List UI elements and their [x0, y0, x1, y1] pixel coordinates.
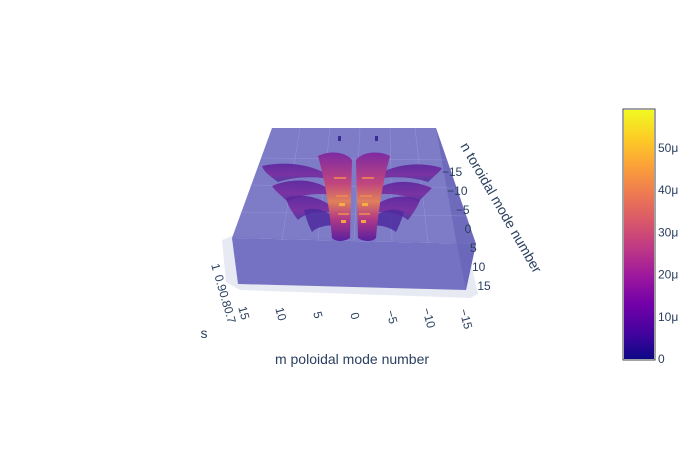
volume-front-face	[232, 238, 476, 290]
colorbar-tick-label: 40μ	[658, 183, 678, 197]
colorbar: 0 10μ 20μ 30μ 40μ 50μ	[622, 108, 678, 366]
fin-right-mid	[368, 181, 432, 202]
y-tick-label: 5	[470, 241, 477, 255]
y-tick-label: 10	[472, 260, 486, 274]
core-right	[356, 152, 390, 241]
fin-right-inner	[364, 209, 404, 232]
scene-box	[222, 127, 478, 298]
x-axis-title: m poloidal mode number	[275, 351, 429, 367]
core-highlights	[334, 177, 374, 215]
y-tick-label: 15	[477, 279, 491, 293]
y-axis-ticks: −15 −10 −5 0 5 10 15	[442, 165, 491, 293]
y-tick-label: −10	[447, 184, 468, 198]
x-tick-label: −5	[383, 309, 400, 326]
colorbar-outline	[622, 108, 656, 361]
top-marker-left	[338, 136, 341, 141]
colorbar-gradient	[624, 110, 654, 359]
z-axis-ticks: 10.90.80.7	[208, 262, 239, 325]
colorbar-ticks: 0 10μ 20μ 30μ 40μ 50μ	[658, 141, 678, 366]
x-tick-label: −10	[419, 306, 438, 330]
core-hot-spots	[339, 203, 368, 223]
colorbar-tick-label: 0	[658, 352, 665, 366]
fin-left-inner	[304, 208, 342, 232]
volume-side-face	[436, 128, 476, 290]
z-tick-label: 0.8	[216, 289, 234, 309]
z-tick-label: 0.7	[221, 305, 239, 325]
x-tick-label: −15	[456, 307, 475, 331]
fin-left-mid	[272, 180, 338, 202]
z-tick-label: 1	[208, 262, 223, 272]
colorbar-tick-label: 20μ	[658, 268, 678, 282]
y-tick-label: 0	[465, 222, 472, 236]
x-axis-ticks: 15 10 5 0 −5 −10 −15	[235, 305, 475, 331]
fin-right-low	[366, 196, 420, 220]
core-left	[318, 152, 352, 241]
fin-left-outer	[262, 163, 336, 182]
x-tick-label: 0	[347, 311, 362, 321]
y-tick-label: −15	[442, 165, 463, 179]
y-tick-label: −5	[456, 203, 470, 217]
x-tick-label: 5	[310, 310, 325, 320]
colorbar-tick-label: 10μ	[658, 310, 678, 324]
volume-isosurfaces	[262, 136, 442, 241]
colorbar-tick-label: 50μ	[658, 141, 678, 155]
z-axis-title: s	[201, 325, 208, 341]
top-marker-right	[375, 136, 378, 141]
z-tick-label: 0.9	[212, 273, 230, 293]
colorbar-tick-label: 30μ	[658, 225, 678, 239]
fin-left-low	[286, 195, 340, 220]
x-tick-label: 15	[235, 305, 252, 322]
fin-right-outer	[370, 164, 442, 182]
x-tick-label: 10	[272, 306, 289, 323]
